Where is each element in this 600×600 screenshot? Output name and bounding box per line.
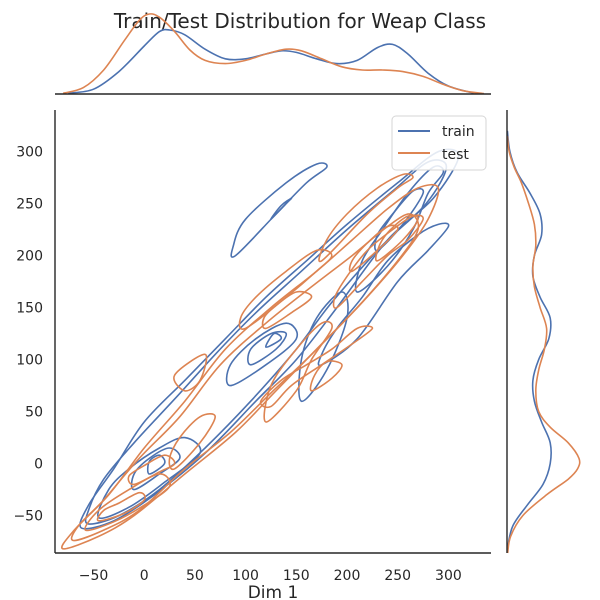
legend: train test xyxy=(391,115,487,171)
x-tick-label: 100 xyxy=(232,568,259,584)
y-tick-label: 100 xyxy=(16,353,43,369)
kde-contour-test xyxy=(332,214,424,309)
y-tick-label: 250 xyxy=(16,197,43,213)
right-marginal-curves xyxy=(506,130,581,554)
kde-contour-train xyxy=(225,322,298,387)
y-tick-label: 150 xyxy=(16,301,43,317)
x-tick-label: 0 xyxy=(140,568,149,584)
kde-contour-test xyxy=(261,290,313,330)
kde-contour-test xyxy=(168,413,216,471)
right-marginal-test xyxy=(506,135,581,554)
y-tick-label: 200 xyxy=(16,249,43,265)
legend-label-train: train xyxy=(442,124,475,140)
y-tick-label: −50 xyxy=(13,509,43,525)
top-marginal-curves xyxy=(62,13,485,95)
top-marginal xyxy=(55,13,491,95)
kde-contour-test xyxy=(173,353,208,392)
kde-contour-test xyxy=(70,213,420,542)
x-tick-label: 50 xyxy=(186,568,204,584)
kde-contour-test xyxy=(375,214,419,262)
kde-contour-test xyxy=(84,473,171,532)
top-marginal-train xyxy=(68,28,475,94)
x-tick-label: 300 xyxy=(435,568,462,584)
y-tick-label: 300 xyxy=(16,145,43,161)
x-axis-label: Dim 1 xyxy=(248,583,299,600)
kde-contour-test xyxy=(61,183,440,550)
kde-contour-test xyxy=(96,491,146,522)
kde-contour-train xyxy=(247,330,288,366)
kde-contour-test xyxy=(263,320,333,423)
x-tick-label: 150 xyxy=(283,568,310,584)
y-tick-label: 0 xyxy=(34,457,43,473)
kde-contour-test xyxy=(348,224,399,273)
kde-contour-test xyxy=(318,173,414,263)
right-marginal xyxy=(506,110,581,554)
legend-label-test: test xyxy=(442,147,469,163)
top-marginal-test xyxy=(62,13,485,95)
main-plot: −50 0 50 100 150 200 250 300 −50 0 50 100 150 200 250… xyxy=(13,110,491,600)
kde-contour-train xyxy=(265,332,283,348)
x-tick-label: 250 xyxy=(384,568,411,584)
y-tick-labels: −50 0 50 100 150 200 250 300 xyxy=(13,145,43,525)
y-tick-label: 50 xyxy=(25,405,43,421)
kde-contour-test xyxy=(309,360,343,392)
x-tick-label: 200 xyxy=(334,568,361,584)
kde-contour-test xyxy=(259,325,374,409)
kde-contour-test xyxy=(238,248,333,330)
kde-contour-train xyxy=(298,291,349,402)
x-tick-labels: −50 0 50 100 150 200 250 300 xyxy=(79,568,462,584)
kde-contour-train xyxy=(146,454,166,475)
kde-contour-train xyxy=(270,197,293,221)
x-tick-label: −50 xyxy=(79,568,109,584)
kde-contour-train xyxy=(97,436,202,520)
kde-contour-test xyxy=(127,454,176,486)
legend-box xyxy=(391,115,487,171)
right-marginal-train xyxy=(506,130,552,547)
chart-title: Train/Test Distribution for Weap Class xyxy=(113,9,486,33)
kde-contours xyxy=(61,148,460,550)
